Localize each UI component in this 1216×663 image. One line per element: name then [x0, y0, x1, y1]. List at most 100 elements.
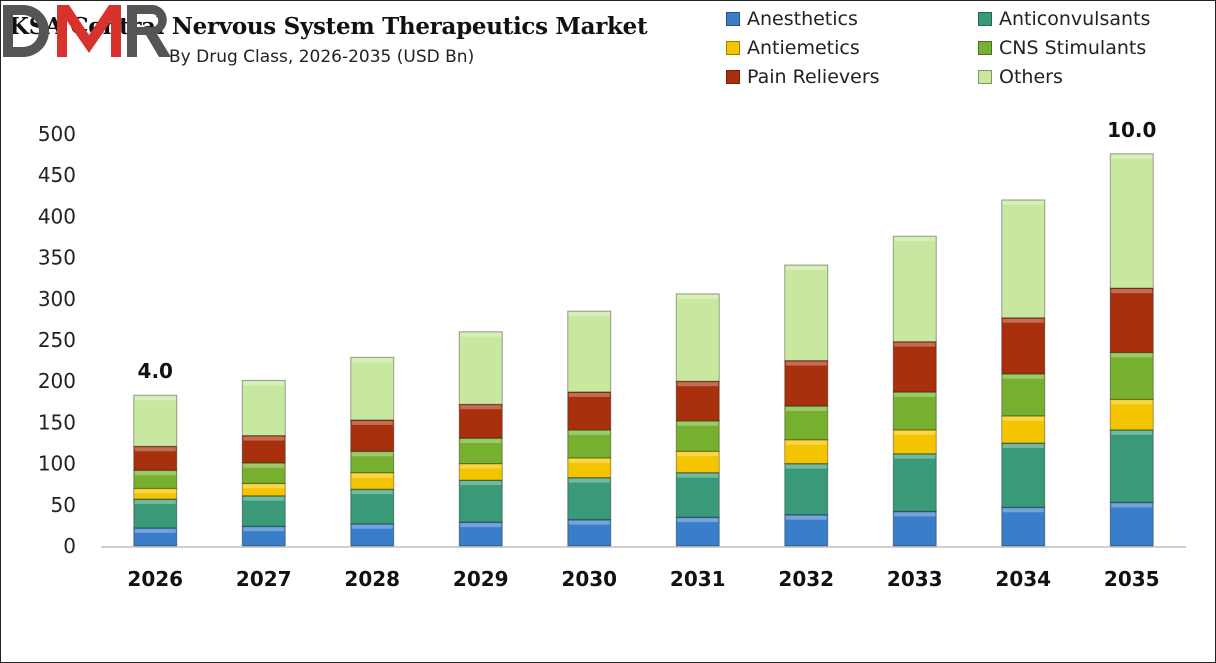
- bar-segment-highlight: [785, 515, 827, 520]
- x-tick-label: 2026: [127, 567, 183, 591]
- chart-subtitle: By Drug Class, 2026-2035 (USD Bn): [169, 47, 475, 67]
- y-tick-label: 300: [38, 287, 76, 311]
- y-tick-label: 0: [63, 534, 76, 558]
- bar-segment-highlight: [677, 452, 719, 457]
- bar-segment-pain-relievers: [892, 341, 937, 393]
- legend-label: Pain Relievers: [747, 66, 880, 88]
- bar-segment-others: [350, 356, 395, 421]
- bar-segment-cns-stimulants: [1109, 351, 1154, 400]
- bar-segment-highlight: [351, 452, 393, 457]
- bar-segment-highlight: [568, 392, 610, 397]
- bar-segment-highlight: [1111, 353, 1153, 358]
- legend-label: CNS Stimulants: [999, 37, 1147, 59]
- bar-segment-highlight: [677, 382, 719, 387]
- bar-segment-antiemetics: [1109, 398, 1154, 431]
- bar-segment-highlight: [1111, 154, 1153, 159]
- bar-segment-anticonvulsants: [241, 495, 286, 527]
- bar-segment-highlight: [894, 512, 936, 517]
- data-label: 10.0: [1107, 118, 1156, 142]
- bar-segment-cns-stimulants: [675, 420, 720, 452]
- legend-swatch: [726, 70, 740, 84]
- bar-segment-anticonvulsants: [784, 463, 829, 516]
- bar-segment-highlight: [243, 463, 285, 468]
- bar-segment-highlight: [134, 396, 176, 401]
- y-tick-label: 150: [38, 410, 76, 434]
- bar-segment-cns-stimulants: [784, 405, 829, 441]
- bar-segment-anticonvulsants: [675, 472, 720, 518]
- legend-swatch: [726, 12, 740, 26]
- bar-segment-antiemetics: [133, 487, 178, 500]
- bar-segment-highlight: [894, 454, 936, 459]
- bar-segment-others: [241, 379, 286, 437]
- bar-segment-highlight: [351, 490, 393, 495]
- bar-segment-highlight: [677, 473, 719, 478]
- bar-segment-highlight: [785, 464, 827, 469]
- bar-segment-highlight: [677, 518, 719, 523]
- bar-segment-pain-relievers: [567, 391, 612, 431]
- bar-segment-highlight: [894, 342, 936, 347]
- x-tick-label: 2028: [344, 567, 400, 591]
- bar-segment-anesthetics: [784, 514, 829, 547]
- bar-segment-antiemetics: [1001, 415, 1046, 444]
- bar-segment-pain-relievers: [241, 435, 286, 464]
- bar-segment-highlight: [1002, 374, 1044, 379]
- bar-segment-anesthetics: [1001, 506, 1046, 547]
- bar-segment-highlight: [1111, 289, 1153, 294]
- bar-segment-anesthetics: [567, 519, 612, 547]
- bar-segment-highlight: [785, 406, 827, 411]
- bar-segment-pain-relievers: [458, 403, 503, 439]
- bar-segment-highlight: [1002, 200, 1044, 205]
- bar-segment-highlight: [568, 458, 610, 463]
- bar-segment-antiemetics: [892, 429, 937, 455]
- x-tick-label: 2032: [778, 567, 834, 591]
- y-tick-label: 400: [38, 204, 76, 228]
- legend-swatch: [978, 70, 992, 84]
- bar-segment-highlight: [1002, 508, 1044, 513]
- y-tick-label: 350: [38, 246, 76, 270]
- bar-segment-highlight: [243, 496, 285, 501]
- bar-segment-highlight: [460, 523, 502, 528]
- bar-segment-anticonvulsants: [133, 498, 178, 529]
- bar-segment-anesthetics: [892, 510, 937, 547]
- legend-swatch: [978, 12, 992, 26]
- bar-segment-anticonvulsants: [567, 477, 612, 521]
- bar-segment-pain-relievers: [1109, 287, 1154, 353]
- bar-segment-cns-stimulants: [892, 391, 937, 431]
- y-tick-label: 50: [51, 493, 76, 517]
- bar-segment-highlight: [568, 312, 610, 317]
- bar-segment-others: [458, 331, 503, 405]
- legend-item-anticonvulsants: Anticonvulsants: [978, 8, 1150, 30]
- legend-swatch: [978, 41, 992, 55]
- bar-segment-pain-relievers: [350, 419, 395, 452]
- x-tick-label: 2035: [1104, 567, 1160, 591]
- data-label: 4.0: [138, 359, 173, 383]
- bar-segment-others: [784, 264, 829, 362]
- bar-segment-anticonvulsants: [892, 453, 937, 512]
- bar-segment-highlight: [460, 405, 502, 410]
- bar-segment-highlight: [785, 440, 827, 445]
- x-tick-label: 2030: [561, 567, 617, 591]
- bar-segment-highlight: [243, 484, 285, 489]
- bar-segment-cns-stimulants: [458, 437, 503, 465]
- bar-segment-cns-stimulants: [1001, 373, 1046, 417]
- bar-segment-highlight: [894, 430, 936, 435]
- y-tick-label: 450: [38, 163, 76, 187]
- bar-segment-highlight: [460, 481, 502, 486]
- bar-segment-anticonvulsants: [350, 488, 395, 525]
- bar-segment-highlight: [894, 237, 936, 242]
- bar-segment-highlight: [134, 500, 176, 505]
- x-tick-label: 2031: [670, 567, 726, 591]
- bar-segment-others: [567, 310, 612, 393]
- bar-segment-highlight: [785, 361, 827, 366]
- bar-segment-highlight: [351, 420, 393, 425]
- bar-segment-highlight: [1111, 400, 1153, 405]
- bar-segment-anesthetics: [675, 516, 720, 547]
- legend-item-antiemetics: Antiemetics: [726, 37, 860, 59]
- bar-segment-others: [675, 293, 720, 382]
- bar-segment-anticonvulsants: [1109, 429, 1154, 503]
- bar-segment-highlight: [1002, 416, 1044, 421]
- y-tick-label: 100: [38, 452, 76, 476]
- bar-segment-highlight: [134, 528, 176, 533]
